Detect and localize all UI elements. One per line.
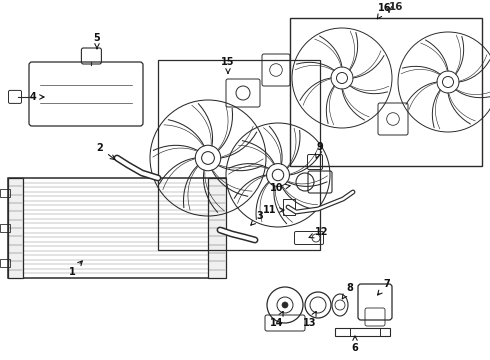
Text: 2: 2 [97, 143, 115, 159]
Bar [8, 178, 23, 278]
Text: 5: 5 [94, 33, 100, 49]
Bar [158, 60, 320, 250]
Text: 12: 12 [309, 227, 329, 238]
Text: 7: 7 [378, 279, 391, 295]
Text: 13: 13 [303, 311, 317, 328]
Bar [0, 224, 10, 232]
Text: 14: 14 [270, 311, 284, 328]
Text: 15: 15 [221, 57, 235, 73]
Text: 9: 9 [316, 142, 323, 158]
Text: 11: 11 [263, 205, 284, 215]
Text: 3: 3 [251, 211, 264, 225]
Bar [290, 18, 482, 166]
Bar [283, 199, 295, 215]
Bar [8, 178, 226, 278]
Text: 10: 10 [270, 183, 290, 193]
Bar [0, 259, 10, 267]
Text: 1: 1 [69, 261, 82, 277]
Bar [0, 189, 10, 197]
Circle shape [282, 302, 288, 308]
Text: 8: 8 [343, 283, 353, 299]
Text: 6: 6 [352, 336, 358, 353]
Bar [208, 178, 226, 278]
Text: 16: 16 [377, 3, 392, 19]
Text: 16: 16 [389, 2, 403, 12]
Text: 4: 4 [29, 92, 44, 102]
Bar [335, 328, 390, 336]
